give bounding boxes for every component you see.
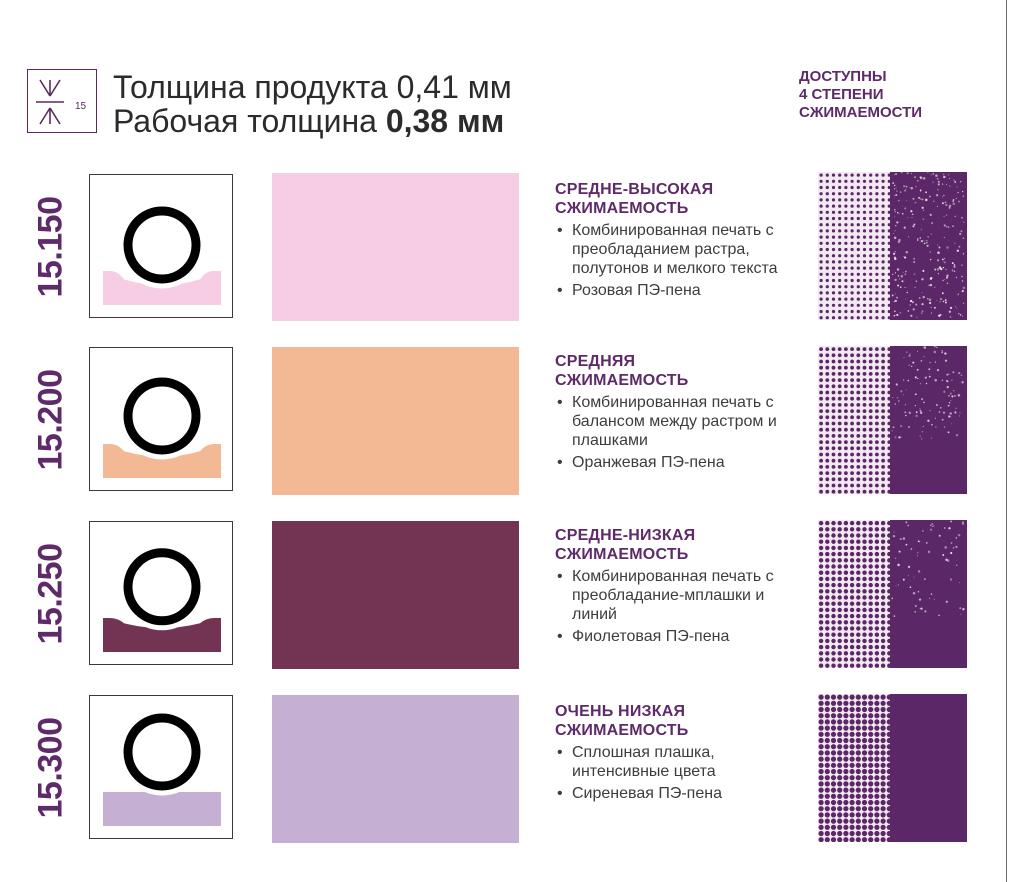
note-line-3: СЖИМАЕМОСТИ: [799, 104, 923, 121]
ring-icon: [123, 206, 201, 284]
description-list: Комбинированная печать с преобладанием р…: [555, 221, 805, 300]
list-item: Сплошная плашка, интенсивные цвета: [555, 743, 805, 781]
product-thickness: Толщина продукта 0,41 мм: [113, 69, 512, 105]
compression-title: СРЕДНЕ-НИЗКАЯ: [555, 527, 696, 544]
compression-title: СРЕДНЕ-ВЫСОКАЯ: [555, 181, 714, 198]
product-description: СРЕДНЯЯ СЖИМАЕМОСТЬ Комбинированная печа…: [555, 352, 805, 475]
list-item: Комбинированная печать с преобладание-мп…: [555, 567, 805, 624]
foam-layer: [103, 618, 221, 652]
color-swatch: [272, 173, 519, 321]
page-edge-line: [1006, 0, 1007, 882]
thickness-icon-label: 15: [75, 101, 87, 112]
list-item: Комбинированная печать с преобладанием р…: [555, 221, 805, 278]
ring-icon: [123, 377, 201, 455]
product-code-text: 15.150: [31, 196, 70, 298]
compression-degrees-note: ДОСТУПНЫ 4 СТЕПЕНИ СЖИМАЕМОСТИ: [799, 68, 989, 122]
compression-diagram: [89, 521, 233, 665]
note-line-2: 4 СТЕПЕНИ: [799, 86, 884, 103]
print-texture-sample: [818, 520, 967, 668]
description-list: Сплошная плашка, интенсивные цвета Сирен…: [555, 743, 805, 803]
ring-icon: [123, 548, 201, 626]
foam-layer: [103, 444, 221, 478]
list-item: Оранжевая ПЭ-пена: [555, 453, 805, 472]
compression-title-word: СЖИМАЕМОСТЬ: [555, 546, 689, 563]
compression-title: ОЧЕНЬ НИЗКАЯ: [555, 703, 686, 720]
compression-diagram: [89, 695, 233, 839]
page-title: Толщина продукта 0,41 мм Рабочая толщина…: [113, 70, 512, 138]
compression-title: СРЕДНЯЯ: [555, 353, 636, 370]
compression-title-word: СЖИМАЕМОСТЬ: [555, 372, 689, 389]
print-texture-sample: [818, 172, 967, 320]
foam-layer: [103, 792, 221, 826]
color-swatch: [272, 521, 519, 669]
description-list: Комбинированная печать с преобладание-мп…: [555, 567, 805, 646]
working-thickness-value: 0,38 мм: [385, 103, 505, 139]
ring-icon: [123, 713, 201, 791]
print-texture-sample: [818, 346, 967, 494]
product-code: 15.250: [27, 521, 75, 667]
product-code: 15.150: [27, 174, 75, 320]
compression-title-word: СЖИМАЕМОСТЬ: [555, 722, 689, 739]
product-code: 15.300: [27, 695, 75, 841]
product-code-text: 15.300: [31, 717, 70, 819]
list-item: Сиреневая ПЭ-пена: [555, 784, 805, 803]
color-swatch: [272, 695, 519, 843]
thickness-icon: 15: [27, 69, 97, 133]
color-swatch: [272, 347, 519, 495]
note-line-1: ДОСТУПНЫ: [799, 68, 887, 85]
compression-title-word: СЖИМАЕМОСТЬ: [555, 200, 689, 217]
compression-diagram: [89, 347, 233, 491]
working-thickness-label: Рабочая толщина: [113, 103, 386, 139]
compression-diagram: [89, 174, 233, 318]
product-code-text: 15.250: [31, 543, 70, 645]
product-description: СРЕДНЕ-ВЫСОКАЯ СЖИМАЕМОСТЬ Комбинированн…: [555, 180, 805, 303]
description-list: Комбинированная печать с балансом между …: [555, 393, 805, 472]
working-thickness: Рабочая толщина 0,38 мм: [113, 104, 512, 138]
product-code-text: 15.200: [31, 369, 70, 471]
list-item: Фиолетовая ПЭ-пена: [555, 627, 805, 646]
print-texture-sample: [818, 694, 967, 842]
product-description: СРЕДНЕ-НИЗКАЯ СЖИМАЕМОСТЬ Комбинированна…: [555, 526, 805, 649]
product-description: ОЧЕНЬ НИЗКАЯ СЖИМАЕМОСТЬ Сплошная плашка…: [555, 702, 805, 806]
product-code: 15.200: [27, 347, 75, 493]
list-item: Комбинированная печать с балансом между …: [555, 393, 805, 450]
list-item: Розовая ПЭ-пена: [555, 281, 805, 300]
